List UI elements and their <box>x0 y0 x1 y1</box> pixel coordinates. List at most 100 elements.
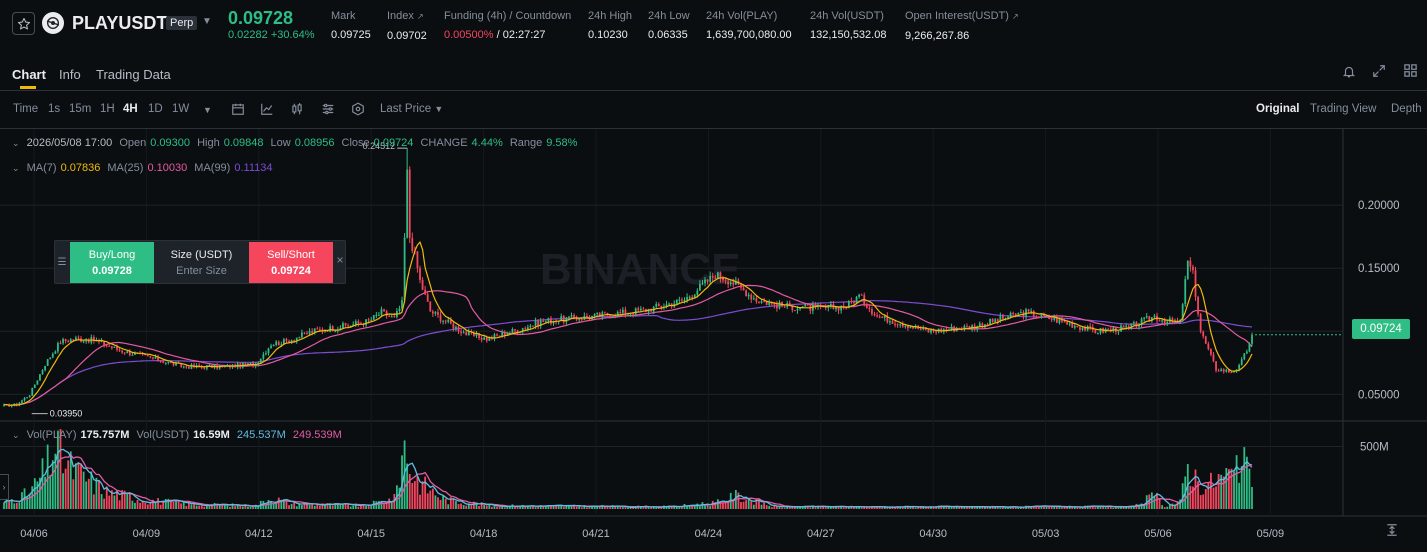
chart-annotations: 0.24512 0.03950 <box>31 141 1343 419</box>
candle-body <box>1202 331 1205 337</box>
market-header: PLAYUSDT Perp ▼ 0.09728 0.02282 +30.64% … <box>0 0 1427 50</box>
candle-body <box>1007 316 1009 319</box>
volume-bar <box>85 481 88 509</box>
chevron-down-icon[interactable]: ▼ <box>202 16 212 27</box>
ma7-line <box>3 241 1253 406</box>
volume-bar <box>765 505 768 509</box>
volume-bar <box>390 502 393 509</box>
volume-bar <box>568 505 570 509</box>
hexagon-settings-icon[interactable] <box>351 102 365 119</box>
chevron-down-icon[interactable]: ▼ <box>203 105 212 115</box>
volume-bar <box>976 506 979 509</box>
volume-bar <box>529 506 532 509</box>
volume-bar <box>1233 471 1235 509</box>
candle-body <box>347 325 349 327</box>
candle-body <box>858 294 861 297</box>
favorite-button[interactable] <box>12 12 35 35</box>
candle-body <box>593 313 596 316</box>
volume-bar <box>537 505 540 509</box>
candle-body <box>298 337 301 339</box>
candle-body <box>1089 326 1092 328</box>
interval-1s[interactable]: 1s <box>48 103 61 115</box>
sell-short-button[interactable]: Sell/Short 0.09724 <box>249 242 333 283</box>
volume-legend[interactable]: ⌄ Vol(PLAY) 175.757M Vol(USDT) 16.59M 245.… <box>12 429 342 441</box>
candle-body <box>1117 331 1120 333</box>
view-original[interactable]: Original <box>1256 103 1300 115</box>
grid-layout-icon[interactable] <box>1403 63 1418 81</box>
candle-body <box>110 346 113 348</box>
volume-bar <box>449 497 452 509</box>
volume-bar <box>180 503 183 509</box>
volume-bar <box>827 506 830 509</box>
candle-body <box>1181 304 1184 320</box>
volume-bar <box>1055 505 1058 509</box>
interval-1h[interactable]: 1H <box>100 103 115 115</box>
candle-body <box>1217 370 1220 372</box>
candle-body <box>514 329 516 331</box>
drag-handle-icon[interactable]: ☰ <box>57 256 67 268</box>
volume-bar <box>293 501 296 509</box>
candle-body <box>159 361 162 363</box>
stat-open-interest[interactable]: Open Interest(USDT) ↗ 9,266,267.86 <box>905 9 1019 43</box>
tab-info[interactable]: Info <box>59 67 81 82</box>
volume-bar <box>208 506 211 509</box>
candle-type-icon[interactable] <box>290 102 304 119</box>
interval-time[interactable]: Time <box>13 103 39 115</box>
expand-icon[interactable] <box>1372 64 1386 81</box>
volume-bar <box>675 506 678 509</box>
volume-bar <box>324 504 326 509</box>
candle-body <box>167 361 170 363</box>
candle-body <box>393 316 396 318</box>
volume-bar <box>349 506 352 509</box>
interval-4h[interactable]: 4H <box>123 103 138 115</box>
volume-bar <box>80 463 82 509</box>
volume-bar <box>894 507 896 509</box>
volume-bar <box>917 507 920 509</box>
ma-legend[interactable]: ⌄ MA(7) 0.07836 MA(25) 0.10030 MA(99) 0.111… <box>12 162 273 174</box>
calendar-icon[interactable] <box>231 102 245 119</box>
volume-bar <box>136 499 139 509</box>
symbol-name[interactable]: PLAYUSDT <box>72 13 168 33</box>
candle-body <box>485 337 488 341</box>
volume-bar <box>187 501 190 509</box>
volume-bar <box>865 507 868 509</box>
volume-bar <box>457 503 460 509</box>
candle-body <box>1066 322 1069 325</box>
close-icon[interactable]: × <box>336 253 344 267</box>
candle-body <box>889 321 891 323</box>
scroll-to-latest-icon[interactable] <box>1385 523 1399 540</box>
volume-bar <box>526 505 529 509</box>
size-input[interactable]: Size (USDT) Enter Size <box>170 249 233 277</box>
volume-bar <box>778 506 781 509</box>
candle-body <box>1161 320 1164 322</box>
time-tick: 04/12 <box>245 528 273 540</box>
candle-body <box>978 323 981 327</box>
candle-body <box>1073 326 1076 328</box>
candle-body <box>655 304 658 307</box>
volume-bar <box>295 506 298 509</box>
candle-body <box>478 333 480 338</box>
tab-chart[interactable]: Chart <box>12 67 46 82</box>
stat-index[interactable]: Index ↗ 0.09702 <box>387 9 427 43</box>
interval-15m[interactable]: 15m <box>69 103 92 115</box>
indicator-icon[interactable] <box>260 102 274 119</box>
view-trading-view[interactable]: Trading View <box>1310 103 1377 115</box>
bell-icon[interactable] <box>1342 64 1356 82</box>
time-tick: 04/24 <box>695 528 723 540</box>
volume-bar <box>842 507 845 509</box>
scroll-left-handle[interactable]: › <box>0 474 9 500</box>
settings-sliders-icon[interactable] <box>321 102 335 119</box>
buy-long-button[interactable]: Buy/Long 0.09728 <box>70 242 154 283</box>
view-depth[interactable]: Depth <box>1391 103 1422 115</box>
volume-bar <box>1043 506 1045 509</box>
interval-1d[interactable]: 1D <box>148 103 163 115</box>
volume-bar <box>583 505 586 509</box>
price-chart[interactable]: BINANCE 0.24512 0.03950 0.20000 0.15000 0.1… <box>0 129 1427 552</box>
candle-body <box>1127 325 1130 327</box>
volume-bar <box>424 476 427 509</box>
price-type-dropdown[interactable]: Last Price ▼ <box>380 103 444 115</box>
stat-24h-vol-play: 24h Vol(PLAY) 1,639,700,080.00 <box>706 9 792 42</box>
candle-body <box>44 365 46 371</box>
interval-1w[interactable]: 1W <box>172 103 190 115</box>
tab-trading-data[interactable]: Trading Data <box>96 67 171 82</box>
